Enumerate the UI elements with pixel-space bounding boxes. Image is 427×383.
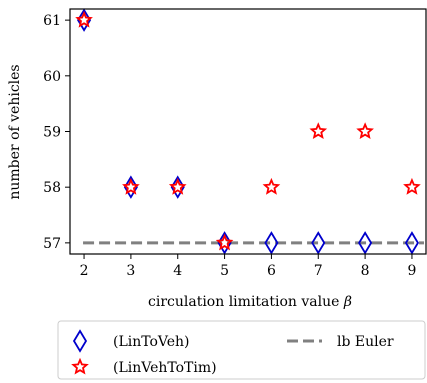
x-axis-title: circulation limitation value β — [148, 294, 352, 310]
legend-label-linvehtotim: (LinVehToTim) — [113, 360, 217, 376]
y-axis-title: number of vehicles — [7, 64, 23, 199]
y-tick-label: 60 — [43, 69, 61, 85]
point-linvehtotim — [122, 177, 140, 195]
plot-area — [70, 9, 426, 254]
point-linvehtotim — [309, 122, 328, 140]
y-axis-ticks: 57 58 59 60 61 — [43, 13, 70, 252]
x-axis-ticks: 2 3 4 5 6 7 8 9 — [80, 254, 416, 279]
x-tick-label: 3 — [126, 263, 135, 279]
point-linvehtotim — [75, 10, 93, 28]
point-lintoveh — [77, 8, 92, 32]
point-lintoveh — [404, 231, 419, 255]
legend-label-lintoveh: (LinToVeh) — [113, 334, 190, 350]
point-lintoveh — [123, 175, 138, 199]
point-lintoveh — [311, 231, 326, 255]
x-tick-label: 9 — [407, 263, 416, 279]
x-tick-label: 8 — [361, 263, 370, 279]
y-tick-label: 59 — [43, 125, 61, 141]
legend-entries: (LinToVeh) (LinVehToTim) lb Euler — [71, 329, 394, 376]
point-linvehtotim — [262, 177, 281, 195]
point-lintoveh — [217, 231, 232, 255]
legend-marker-linvehtotim — [71, 357, 89, 375]
point-lintoveh — [170, 175, 185, 199]
point-lintoveh — [264, 231, 279, 255]
point-lintoveh — [358, 231, 373, 255]
x-tick-label: 5 — [220, 263, 229, 279]
y-tick-label: 58 — [43, 180, 61, 196]
x-tick-label: 6 — [267, 263, 276, 279]
point-linvehtotim — [215, 233, 234, 251]
marks-layer — [75, 8, 421, 255]
legend-label-lb-euler: lb Euler — [337, 334, 394, 350]
x-tick-label: 4 — [173, 263, 182, 279]
y-tick-label: 61 — [43, 13, 61, 29]
x-tick-label: 2 — [80, 263, 89, 279]
point-linvehtotim — [356, 122, 374, 140]
legend: (LinToVeh) (LinVehToTim) lb Euler — [57, 320, 426, 380]
point-linvehtotim — [168, 177, 187, 195]
legend-marker-lintoveh — [72, 329, 88, 353]
x-axis-title-symbol: β — [343, 294, 352, 310]
legend-box — [57, 320, 426, 380]
x-axis-title-text: circulation limitation value — [148, 294, 339, 310]
x-tick-label: 7 — [314, 263, 323, 279]
y-tick-label: 57 — [43, 236, 61, 252]
point-linvehtotim — [403, 177, 421, 195]
